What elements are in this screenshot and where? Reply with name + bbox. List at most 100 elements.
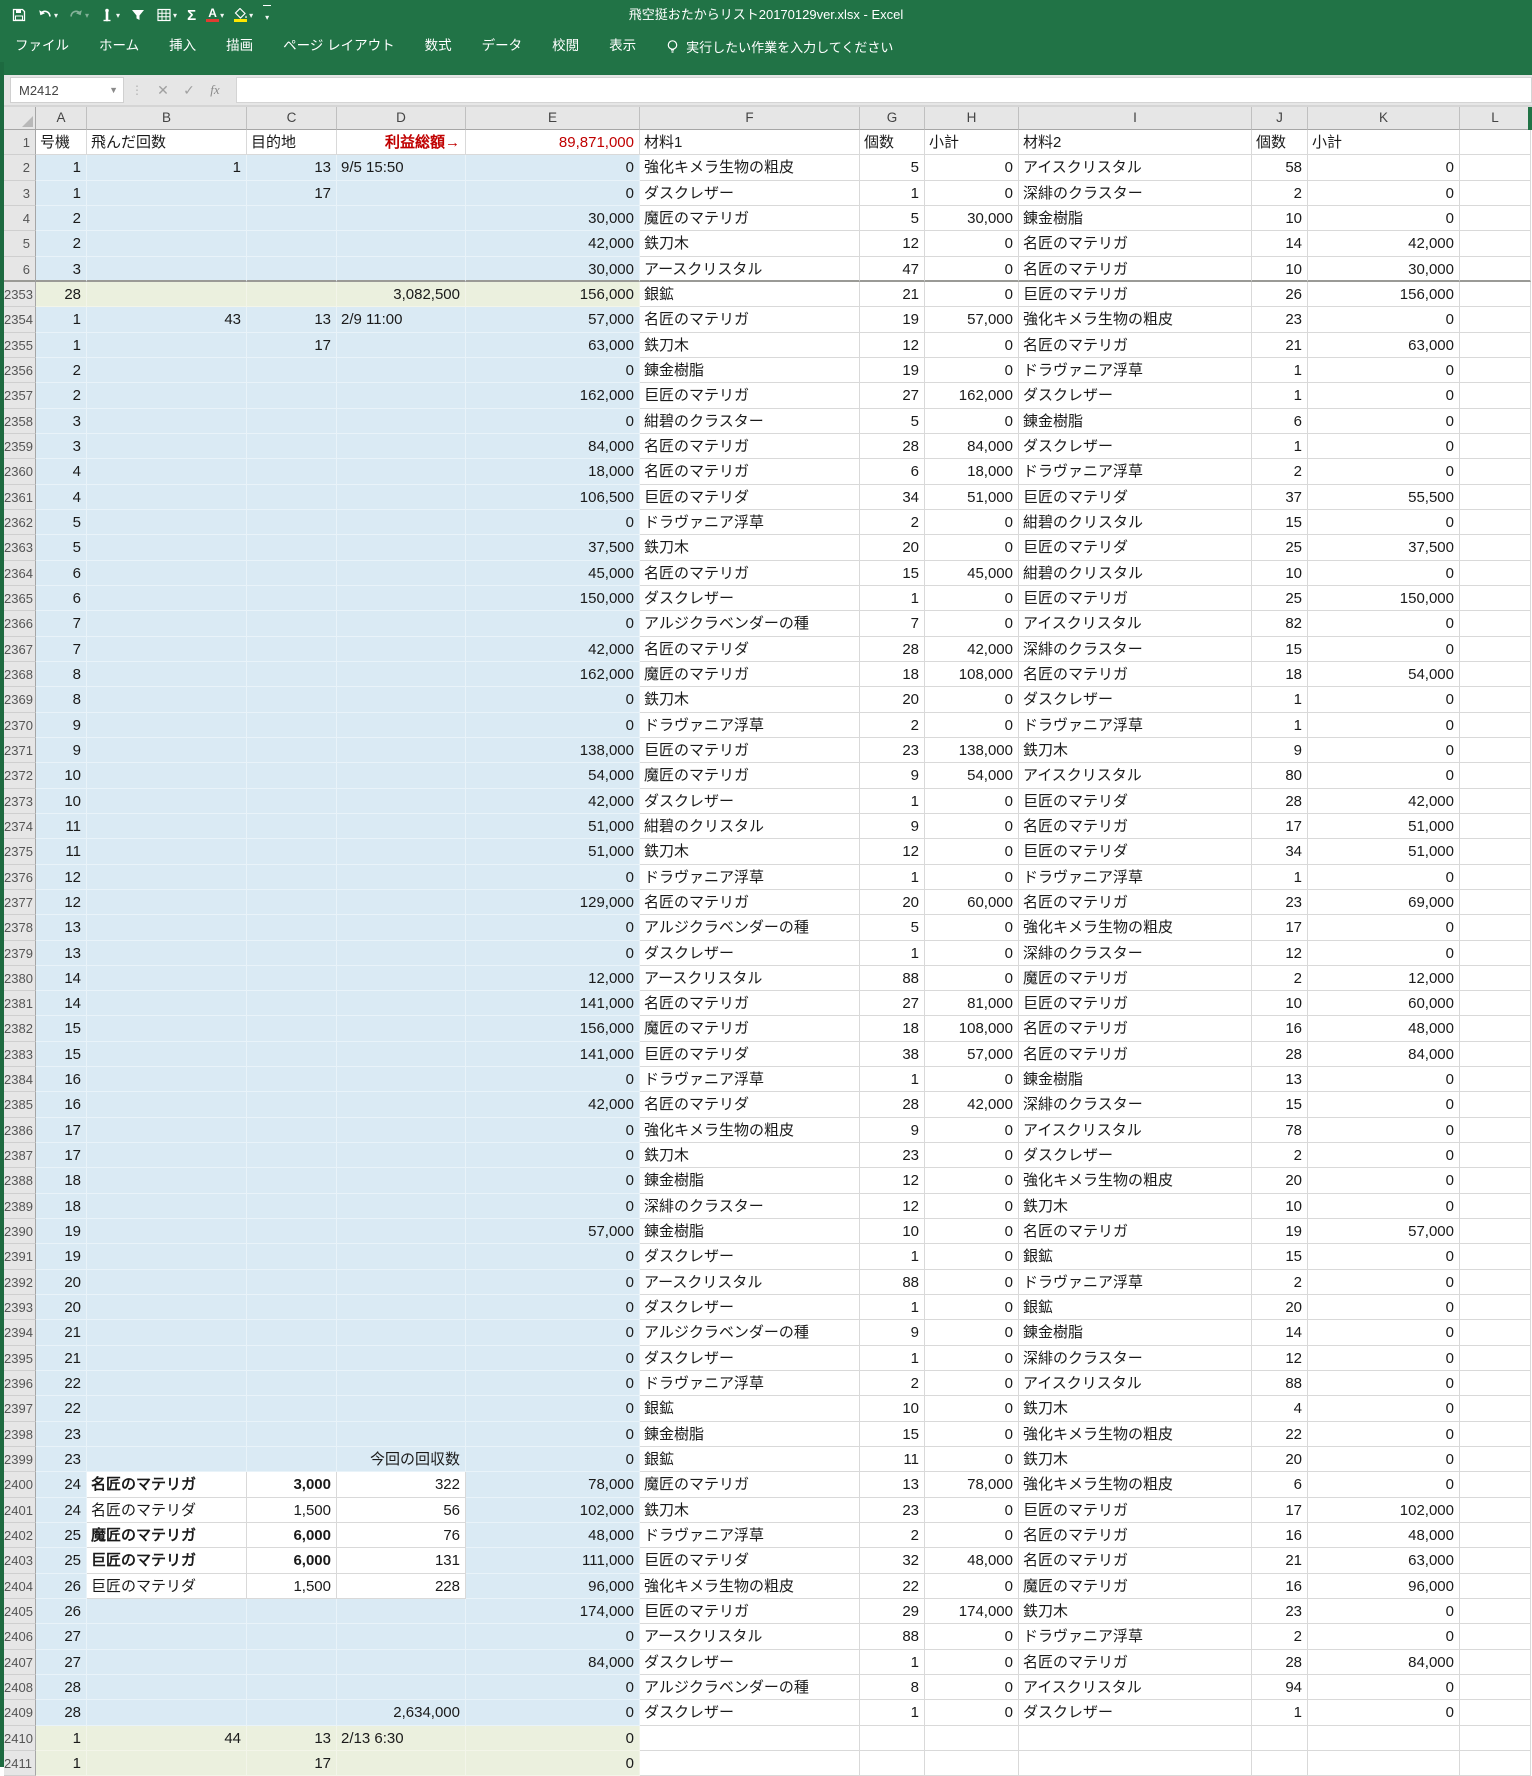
cell-A2392[interactable]: 20 (36, 1269, 87, 1296)
row-header-2362[interactable]: 2362 (4, 509, 36, 536)
cell-E2362[interactable]: 0 (466, 509, 640, 536)
cell-C2407[interactable] (247, 1649, 337, 1676)
cell-A2395[interactable]: 21 (36, 1345, 87, 1372)
cell-F2388[interactable]: 錬金樹脂 (640, 1168, 860, 1194)
cell-F2375[interactable]: 鉄刀木 (640, 839, 860, 865)
cell-D2361[interactable] (337, 484, 466, 510)
cell-F2391[interactable]: ダスクレザー (640, 1244, 860, 1270)
cell-I2357[interactable]: ダスクレザー (1019, 383, 1252, 409)
cell-A2396[interactable]: 22 (36, 1371, 87, 1397)
select-all-corner[interactable] (4, 107, 36, 130)
row-header-2391[interactable]: 2391 (4, 1244, 36, 1270)
cell-E2376[interactable]: 0 (466, 864, 640, 890)
cell-C2366[interactable] (247, 611, 337, 637)
cell-L3[interactable] (1460, 180, 1531, 206)
cell-C2397[interactable] (247, 1396, 337, 1422)
cell-C2367[interactable] (247, 636, 337, 662)
cell-J2382[interactable]: 16 (1252, 1016, 1308, 1042)
cell-A2407[interactable]: 27 (36, 1649, 87, 1676)
cell-B2403[interactable]: 巨匠のマテリガ (87, 1548, 247, 1574)
cell-C2371[interactable] (247, 737, 337, 764)
cell-L2369[interactable] (1460, 687, 1531, 713)
row-header-2386[interactable]: 2386 (4, 1117, 36, 1144)
cell-H2393[interactable]: 0 (925, 1295, 1019, 1321)
cell-K2398[interactable]: 0 (1308, 1421, 1460, 1448)
cell-C2370[interactable] (247, 712, 337, 738)
cell-L2405[interactable] (1460, 1599, 1531, 1625)
cell-G2403[interactable]: 32 (860, 1548, 925, 1574)
cell-I2354[interactable]: 強化キメラ生物の粗皮 (1019, 307, 1252, 333)
cell-L2360[interactable] (1460, 459, 1531, 485)
cell-A2369[interactable]: 8 (36, 687, 87, 713)
cell-F2378[interactable]: アルジクラベンダーの種 (640, 915, 860, 941)
cell-J2395[interactable]: 12 (1252, 1345, 1308, 1372)
cell-G2353[interactable]: 21 (860, 281, 925, 308)
cell-F2381[interactable]: 名匠のマテリガ (640, 991, 860, 1017)
cell-J2391[interactable]: 15 (1252, 1244, 1308, 1270)
cell-B2354[interactable]: 43 (87, 307, 247, 333)
cell-D2359[interactable] (337, 433, 466, 460)
cell-F2355[interactable]: 鉄刀木 (640, 332, 860, 358)
cell-K2360[interactable]: 0 (1308, 459, 1460, 485)
cell-E2364[interactable]: 45,000 (466, 560, 640, 586)
cell-J2384[interactable]: 13 (1252, 1067, 1308, 1093)
cell-D2377[interactable] (337, 889, 466, 916)
cell-K2405[interactable]: 0 (1308, 1599, 1460, 1625)
cell-A2367[interactable]: 7 (36, 636, 87, 662)
cell-E2403[interactable]: 111,000 (466, 1548, 640, 1574)
cell-A2377[interactable]: 12 (36, 889, 87, 916)
cell-A2385[interactable]: 16 (36, 1092, 87, 1118)
cell-J2358[interactable]: 6 (1252, 408, 1308, 434)
cell-K2368[interactable]: 54,000 (1308, 661, 1460, 688)
cell-F2403[interactable]: 巨匠のマテリダ (640, 1548, 860, 1574)
cell-B2375[interactable] (87, 839, 247, 865)
cell-H2403[interactable]: 48,000 (925, 1548, 1019, 1574)
cell-D2402[interactable]: 76 (337, 1523, 466, 1549)
cell-J2396[interactable]: 88 (1252, 1371, 1308, 1397)
cell-J2387[interactable]: 2 (1252, 1143, 1308, 1169)
cell-J2367[interactable]: 15 (1252, 636, 1308, 662)
cell-G2358[interactable]: 5 (860, 408, 925, 434)
row-header-1[interactable]: 1 (4, 130, 36, 156)
cell-I2384[interactable]: 錬金樹脂 (1019, 1067, 1252, 1093)
cell-H2381[interactable]: 81,000 (925, 991, 1019, 1017)
cell-L2388[interactable] (1460, 1168, 1531, 1194)
cell-A1[interactable]: 号機 (36, 130, 87, 156)
cell-K2390[interactable]: 57,000 (1308, 1219, 1460, 1245)
cell-E2389[interactable]: 0 (466, 1193, 640, 1220)
cell-A2394[interactable]: 21 (36, 1320, 87, 1346)
cell-F2404[interactable]: 強化キメラ生物の粗皮 (640, 1573, 860, 1600)
cell-B2371[interactable] (87, 737, 247, 764)
cell-L2392[interactable] (1460, 1269, 1531, 1296)
cell-D2381[interactable] (337, 991, 466, 1017)
cell-C2388[interactable] (247, 1168, 337, 1194)
row-header-2385[interactable]: 2385 (4, 1092, 36, 1118)
cell-J2365[interactable]: 25 (1252, 585, 1308, 612)
cell-L2371[interactable] (1460, 737, 1531, 764)
row-header-2376[interactable]: 2376 (4, 864, 36, 890)
cell-J2377[interactable]: 23 (1252, 889, 1308, 916)
cell-H2402[interactable]: 0 (925, 1523, 1019, 1549)
cell-J2355[interactable]: 21 (1252, 332, 1308, 358)
cell-G2406[interactable]: 88 (860, 1624, 925, 1650)
cell-B6[interactable] (87, 256, 247, 282)
cell-A2365[interactable]: 6 (36, 585, 87, 612)
row-header-2364[interactable]: 2364 (4, 560, 36, 586)
cell-J2389[interactable]: 10 (1252, 1193, 1308, 1220)
cell-H2366[interactable]: 0 (925, 611, 1019, 637)
cell-L2367[interactable] (1460, 636, 1531, 662)
column-header-G[interactable]: G (860, 107, 925, 130)
cell-A2400[interactable]: 24 (36, 1472, 87, 1498)
cell-J4[interactable]: 10 (1252, 205, 1308, 232)
row-header-2375[interactable]: 2375 (4, 839, 36, 865)
cell-H2410[interactable] (925, 1725, 1019, 1751)
cell-E2373[interactable]: 42,000 (466, 788, 640, 814)
cell-F2402[interactable]: ドラヴァニア浮草 (640, 1523, 860, 1549)
cell-E2392[interactable]: 0 (466, 1269, 640, 1296)
enter-icon[interactable]: ✓ (183, 81, 195, 98)
cell-H2360[interactable]: 18,000 (925, 459, 1019, 485)
cell-K2396[interactable]: 0 (1308, 1371, 1460, 1397)
row-header-2365[interactable]: 2365 (4, 585, 36, 612)
cell-E2359[interactable]: 84,000 (466, 433, 640, 460)
cell-F2407[interactable]: ダスクレザー (640, 1649, 860, 1676)
